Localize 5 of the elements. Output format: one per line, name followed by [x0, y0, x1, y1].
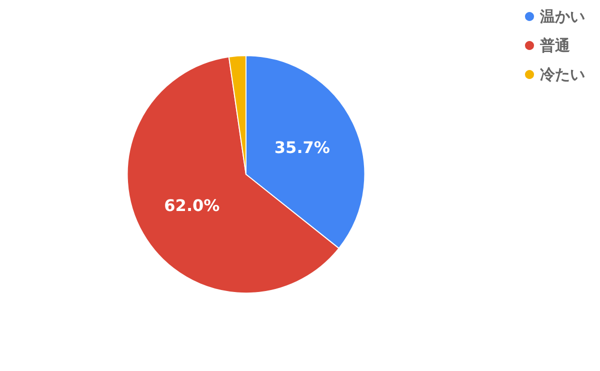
data-label: 35.7% — [274, 138, 330, 157]
legend-label: 冷たい — [540, 66, 585, 84]
legend-label: 普通 — [539, 36, 571, 54]
legend-label: 温かい — [539, 8, 585, 26]
data-label: 62.0% — [164, 196, 220, 215]
